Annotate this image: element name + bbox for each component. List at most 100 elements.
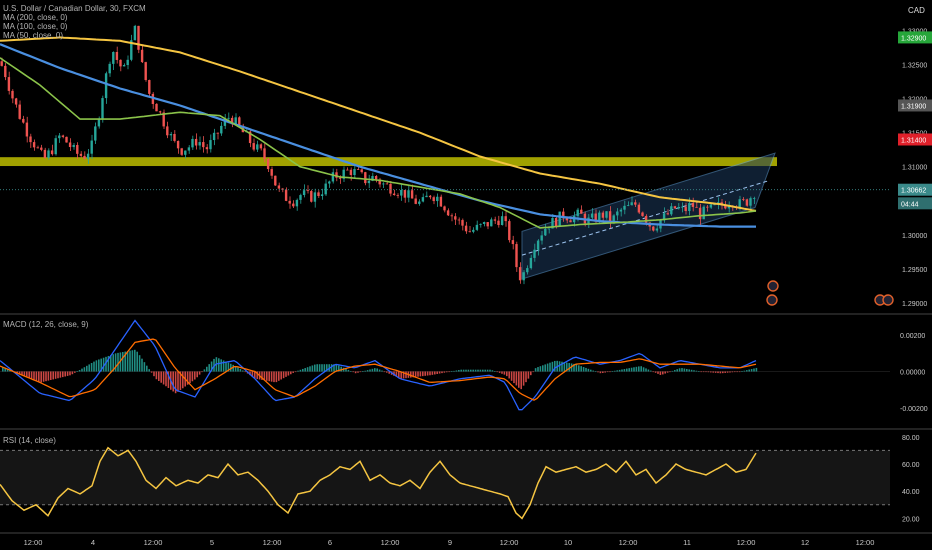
candle-body: [137, 25, 140, 50]
candle-body: [464, 225, 468, 232]
macd-histogram-bar: [230, 363, 232, 372]
price-badge-label: 1.31400: [901, 137, 926, 144]
macd-histogram-bar: [333, 364, 335, 372]
candle-body: [248, 131, 252, 144]
macd-histogram-bar: [414, 371, 417, 377]
candle-body: [198, 142, 201, 146]
macd-histogram-bar: [669, 371, 671, 373]
candle-body: [288, 200, 291, 204]
macd-histogram-bar: [340, 366, 342, 372]
macd-histogram-bar: [318, 364, 321, 372]
candle-body: [349, 169, 353, 176]
price-badge: [898, 183, 932, 196]
candle-body: [644, 215, 648, 223]
macd-histogram-bar: [494, 371, 496, 372]
candle-body: [569, 220, 572, 223]
macd-histogram-bar: [30, 371, 33, 379]
macd-histogram-bar: [602, 371, 604, 373]
macd-histogram-bar: [417, 371, 419, 377]
time-tick-label: 10: [564, 538, 572, 547]
ma200-line: [0, 36, 757, 212]
macd-histogram-bar: [436, 371, 438, 374]
macd-histogram-bar: [381, 370, 383, 372]
macd-histogram-bar: [467, 369, 470, 372]
macd-histogram-bar: [316, 364, 318, 372]
candle-body: [342, 169, 345, 179]
candle-body: [133, 25, 137, 41]
candle-body: [500, 216, 504, 226]
macd-histogram-bar: [26, 371, 28, 377]
candle-body: [144, 62, 147, 81]
macd-histogram-bar: [270, 371, 273, 382]
macd-histogram-bar: [520, 371, 522, 390]
candle-body: [558, 211, 561, 227]
price-badge-label: 04:44: [901, 201, 919, 208]
time-tick-label: 12: [801, 538, 809, 547]
macd-histogram-bar: [23, 371, 26, 376]
macd-histogram-bar: [743, 370, 746, 372]
symbol-title[interactable]: U.S. Dollar / Canadian Dollar, 30, FXCM: [3, 4, 146, 13]
macd-histogram-bar: [124, 351, 126, 372]
macd-histogram-bar: [738, 371, 741, 373]
macd-histogram-bar: [69, 371, 71, 376]
macd-tick-label: 0.00000: [900, 370, 925, 377]
candle-body: [468, 231, 471, 233]
macd-histogram-bar: [57, 371, 59, 379]
currency-label[interactable]: CAD: [908, 6, 925, 15]
candle-body: [446, 210, 450, 216]
macd-histogram-bar: [350, 371, 352, 372]
macd-histogram-bar: [388, 371, 390, 374]
macd-histogram-bar: [81, 368, 83, 372]
candle-body: [227, 117, 230, 119]
macd-histogram-bar: [50, 371, 52, 381]
macd-histogram-bar: [443, 371, 446, 373]
candle-body: [18, 104, 21, 119]
macd-histogram-bar: [232, 364, 234, 372]
macd-legend[interactable]: MACD (12, 26, close, 9): [3, 320, 89, 329]
candle-body: [612, 215, 615, 223]
legend-ma100[interactable]: MA (100, close, 0): [3, 22, 68, 31]
macd-histogram-bar: [227, 362, 230, 372]
rsi-legend[interactable]: RSI (14, close): [3, 436, 56, 445]
candle-body: [367, 180, 371, 184]
price-tick-label: 1.29500: [902, 267, 927, 274]
candle-body: [436, 196, 439, 202]
legend-ma50[interactable]: MA (50, close, 0): [3, 31, 64, 40]
macd-histogram-bar: [395, 371, 398, 377]
candle-body: [252, 143, 255, 150]
legend-ma200[interactable]: MA (200, close, 0): [3, 13, 68, 22]
candle-body: [382, 183, 385, 185]
macd-histogram-bar: [580, 366, 582, 372]
macd-histogram-bar: [326, 364, 328, 372]
macd-histogram-bar: [172, 371, 174, 392]
time-tick-label: 11: [683, 538, 691, 547]
candle-body: [43, 149, 47, 158]
rsi-tick-label: 20.00: [902, 516, 920, 523]
macd-histogram-bar: [626, 368, 628, 372]
macd-histogram-bar: [203, 369, 206, 372]
macd-histogram-bar: [606, 371, 609, 373]
candle-body: [281, 188, 284, 190]
candle-body: [29, 136, 32, 143]
price-badge: [898, 197, 932, 210]
candle-body: [169, 134, 173, 136]
candle-body: [522, 272, 525, 281]
candle-body: [234, 117, 237, 125]
candle-body: [230, 117, 234, 125]
candle-body: [302, 190, 306, 196]
candle-body: [0, 61, 3, 66]
candle-body: [263, 148, 266, 159]
candle-body: [475, 224, 479, 230]
macd-histogram-bar: [273, 371, 275, 383]
macd-histogram-bar: [378, 369, 381, 372]
macd-histogram-bar: [518, 371, 520, 388]
macd-histogram-bar: [268, 371, 270, 382]
macd-histogram-bar: [486, 369, 489, 372]
macd-histogram-bar: [220, 359, 222, 372]
candle-body: [320, 194, 324, 196]
macd-histogram-bar: [362, 371, 364, 373]
macd-histogram-bar: [278, 371, 280, 381]
macd-histogram-bar: [498, 371, 501, 373]
macd-histogram-bar: [522, 371, 525, 386]
